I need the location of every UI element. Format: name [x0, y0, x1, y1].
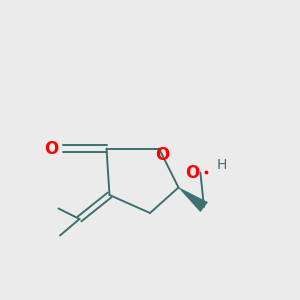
Text: H: H: [217, 158, 227, 172]
Polygon shape: [178, 188, 208, 212]
Text: O: O: [155, 146, 169, 164]
Text: O: O: [44, 140, 58, 158]
Text: O: O: [185, 164, 199, 181]
